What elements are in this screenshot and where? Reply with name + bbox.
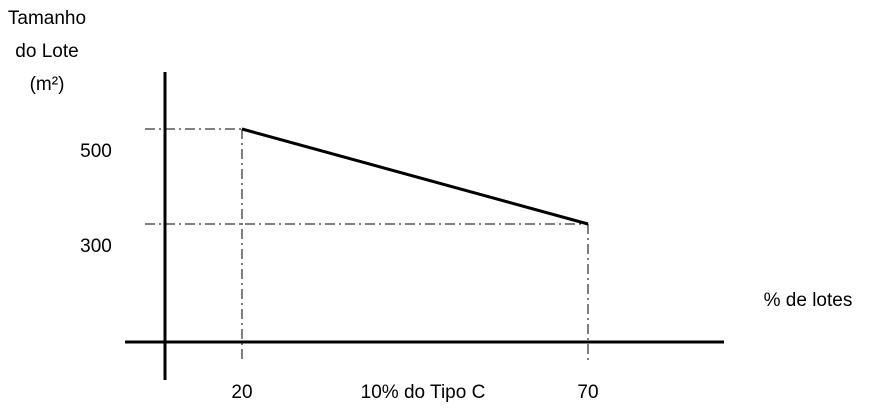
x-tick-label: 70 bbox=[577, 382, 598, 403]
x-tick-labels: 20 70 bbox=[231, 382, 598, 403]
y-axis-label: Tamanho do Lote (m²) bbox=[8, 8, 86, 95]
axes bbox=[125, 72, 724, 380]
y-tick-labels: 500 300 bbox=[80, 141, 112, 257]
y-tick-label: 300 bbox=[80, 236, 112, 257]
x-tick-label: 20 bbox=[231, 382, 252, 403]
y-axis-label-line-3: (m²) bbox=[30, 74, 65, 95]
y-axis-label-line-1: Tamanho bbox=[8, 8, 86, 29]
x-axis-label: % de lotes bbox=[764, 290, 853, 311]
y-tick-label: 500 bbox=[80, 141, 112, 162]
x-axis-annotation: 10% do Tipo C bbox=[361, 382, 486, 403]
y-axis-label-line-2: do Lote bbox=[15, 41, 78, 62]
guide-lines bbox=[145, 128, 589, 362]
series-lines bbox=[241, 127, 589, 226]
series-line bbox=[241, 127, 589, 226]
